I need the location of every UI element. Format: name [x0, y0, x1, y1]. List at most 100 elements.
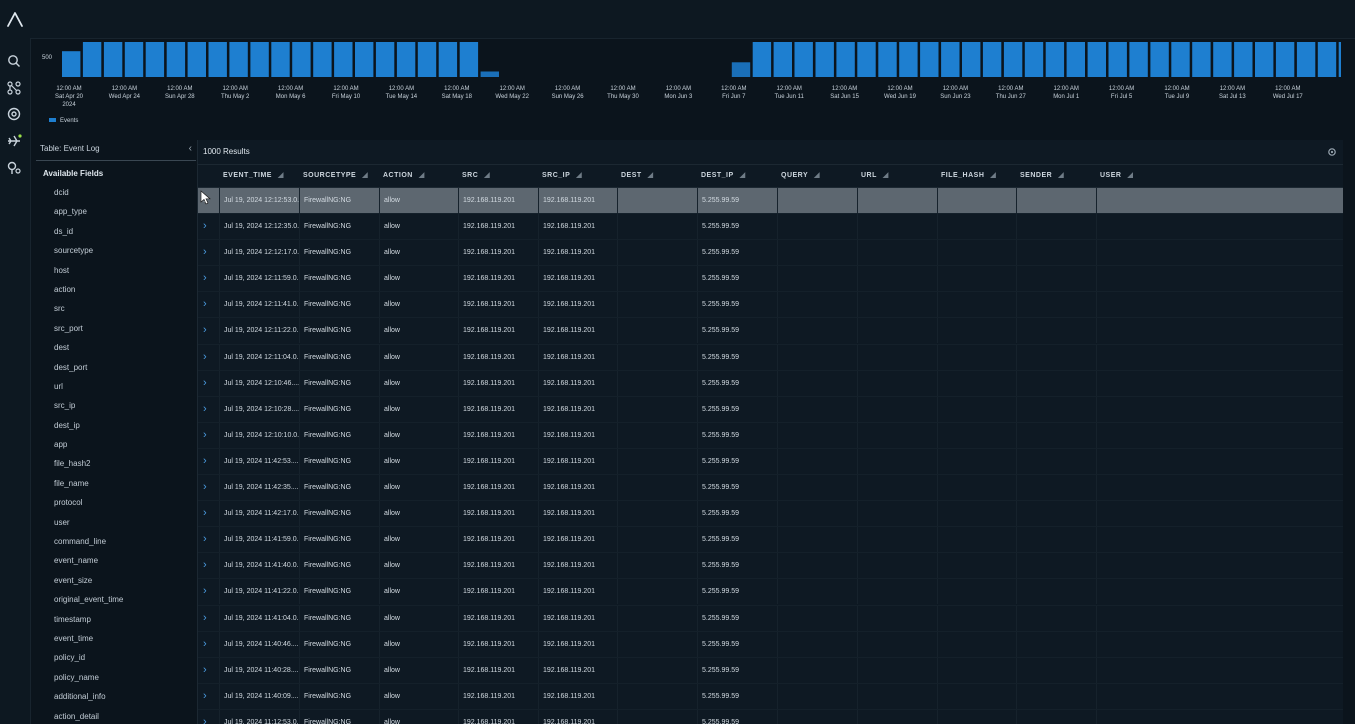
histogram-bar[interactable] — [1045, 42, 1065, 77]
histogram-bar[interactable] — [1129, 42, 1148, 77]
table-row[interactable]: ›Jul 19, 2024 12:12:53.0...FirewallNG:NG… — [198, 188, 1343, 215]
field-item[interactable]: src — [54, 304, 65, 314]
histogram-bar[interactable] — [187, 42, 206, 77]
histogram-bar[interactable] — [1087, 42, 1106, 77]
field-item[interactable]: dest_port — [54, 362, 88, 372]
field-item[interactable]: action — [54, 284, 76, 294]
histogram-bar[interactable] — [166, 42, 186, 77]
histogram-bar[interactable] — [1317, 42, 1337, 77]
column-header-action[interactable]: ACTION ◢ — [379, 164, 458, 187]
expand-row-chevron-icon[interactable]: › — [203, 402, 207, 415]
histogram-bar[interactable] — [1003, 42, 1023, 77]
table-row[interactable]: › Jul 19, 2024 11:12:53.0... FirewallNG:NG… — [198, 709, 1343, 724]
target-icon[interactable] — [6, 106, 22, 122]
histogram-bar[interactable] — [375, 42, 395, 77]
table-row[interactable]: › Jul 19, 2024 12:10:28.... FirewallNG:NG a… — [198, 396, 1343, 423]
histogram-bar[interactable] — [417, 42, 437, 77]
column-header-url[interactable]: URL ◢ — [857, 164, 937, 187]
field-item[interactable]: event_size — [54, 575, 93, 585]
histogram-bar[interactable] — [752, 42, 772, 77]
histogram-bar[interactable] — [396, 42, 416, 77]
expand-row-chevron-icon[interactable]: › — [203, 689, 207, 702]
table-row[interactable]: › Jul 19, 2024 11:41:04.0... FirewallNG:NG… — [198, 605, 1343, 632]
histogram-bar[interactable] — [773, 42, 792, 77]
field-item[interactable]: protocol — [54, 498, 83, 508]
histogram-bar[interactable] — [480, 71, 499, 78]
histogram-bar[interactable] — [313, 42, 332, 77]
expand-row-chevron-icon[interactable]: › — [203, 220, 207, 233]
table-row[interactable]: › Jul 19, 2024 12:10:10.0... FirewallNG:NG… — [198, 422, 1343, 449]
expand-row-chevron-icon[interactable]: › — [203, 298, 207, 311]
field-item[interactable]: user — [54, 517, 70, 527]
histogram-bar[interactable] — [1066, 42, 1085, 77]
table-row[interactable]: › Jul 19, 2024 11:41:40.0... FirewallNG:NG… — [198, 553, 1343, 580]
table-row[interactable]: › Jul 19, 2024 12:11:22.0... FirewallNG:NG… — [198, 318, 1343, 345]
field-item[interactable]: ds_id — [54, 226, 74, 236]
field-item[interactable]: file_name — [54, 478, 89, 488]
histogram-bar[interactable] — [271, 42, 290, 77]
sort-icon[interactable]: ◢ — [362, 172, 369, 179]
table-selector[interactable]: Table: Event Log ‹ — [36, 140, 196, 161]
histogram-bar[interactable] — [292, 42, 311, 77]
histogram-bar[interactable] — [815, 42, 834, 77]
sort-icon[interactable]: ◢ — [739, 172, 746, 179]
histogram-bar[interactable] — [334, 42, 353, 77]
graph-icon[interactable] — [6, 80, 22, 96]
search-icon[interactable] — [6, 53, 22, 69]
table-row[interactable]: › Jul 19, 2024 11:42:35.... FirewallNG:NG a… — [198, 475, 1343, 502]
expand-row-chevron-icon[interactable]: › — [203, 611, 207, 624]
field-item[interactable]: file_hash2 — [54, 459, 91, 469]
sort-icon[interactable]: ◢ — [576, 172, 583, 179]
table-row[interactable]: › Jul 19, 2024 12:11:41.0... FirewallNG:NG… — [198, 292, 1343, 319]
field-item[interactable]: src_ip — [54, 401, 76, 411]
expand-row-chevron-icon[interactable]: › — [203, 533, 207, 546]
table-row[interactable]: › Jul 19, 2024 11:42:17.0... FirewallNG:NG… — [198, 501, 1343, 528]
field-item[interactable]: event_name — [54, 556, 99, 566]
table-row[interactable]: › Jul 19, 2024 11:41:59.0... FirewallNG:NG… — [198, 527, 1343, 554]
histogram-bar[interactable] — [124, 42, 144, 77]
histogram-bar[interactable] — [208, 42, 227, 77]
histogram-bar[interactable] — [82, 42, 102, 77]
histogram-bar[interactable] — [1192, 42, 1211, 77]
histogram-bar[interactable] — [1150, 42, 1169, 77]
expand-row-chevron-icon[interactable]: › — [203, 324, 207, 337]
column-header-sender[interactable]: SENDER ◢ — [1016, 164, 1096, 187]
field-item[interactable]: policy_name — [54, 672, 99, 682]
table-row[interactable]: › Jul 19, 2024 11:41:22.0... FirewallNG:NG… — [198, 579, 1343, 606]
logo-icon[interactable] — [6, 10, 24, 28]
expand-row-chevron-icon[interactable]: › — [203, 481, 207, 494]
table-row[interactable]: › Jul 19, 2024 11:42:53.... FirewallNG:NG a… — [198, 448, 1343, 476]
histogram-chart[interactable]: 500 12:00 AM Sat Apr 20 2024 12:00 AM Wed Ap… — [36, 38, 1341, 130]
event-histogram[interactable]: 500 12:00 AM Sat Apr 20 2024 12:00 AM Wed Ap… — [36, 38, 1341, 130]
field-item[interactable]: event_time — [54, 633, 94, 643]
histogram-bar[interactable] — [836, 42, 855, 77]
expand-row-chevron-icon[interactable]: › — [203, 272, 207, 285]
field-item[interactable]: app_type — [54, 207, 87, 217]
field-item[interactable]: command_line — [54, 537, 107, 547]
histogram-bar[interactable] — [145, 42, 165, 77]
table-row[interactable]: › Jul 19, 2024 12:11:59.0... FirewallNG:NG… — [198, 266, 1343, 293]
histogram-bar[interactable] — [250, 42, 269, 77]
gear-icon[interactable] — [1327, 147, 1337, 157]
column-header-src-ip[interactable]: SRC_IP ◢ — [538, 164, 617, 187]
field-item[interactable]: dest — [54, 343, 70, 353]
expand-row-chevron-icon[interactable]: › — [203, 637, 207, 650]
table-row[interactable]: › Jul 19, 2024 12:12:35.0... FirewallNG:NG… — [198, 214, 1343, 241]
histogram-bar[interactable] — [459, 42, 479, 77]
field-item[interactable]: src_port — [54, 323, 83, 333]
sort-icon[interactable]: ◢ — [647, 172, 654, 179]
histogram-bar[interactable] — [962, 42, 981, 77]
column-header-src[interactable]: SRC ◢ — [458, 164, 538, 187]
expand-row-chevron-icon[interactable]: › — [203, 350, 207, 363]
expand-row-chevron-icon[interactable]: › — [203, 559, 207, 572]
field-item[interactable]: sourcetype — [54, 246, 94, 256]
sort-icon[interactable]: ◢ — [1058, 172, 1065, 179]
column-header-dest[interactable]: DEST ◢ — [617, 164, 697, 187]
table-row[interactable]: › Jul 19, 2024 11:40:28.... FirewallNG:NG a… — [198, 657, 1343, 684]
table-row[interactable]: › Jul 19, 2024 12:12:17.0... FirewallNG:NG… — [198, 240, 1343, 267]
sort-icon[interactable]: ◢ — [814, 172, 821, 179]
sort-icon[interactable]: ◢ — [990, 172, 997, 179]
column-header-dest-ip[interactable]: DEST_IP ◢ — [697, 164, 777, 187]
expand-row-chevron-icon[interactable]: › — [203, 507, 207, 520]
sort-icon[interactable]: ◢ — [484, 172, 491, 179]
